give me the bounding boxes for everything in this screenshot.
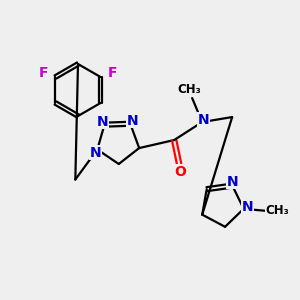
Text: CH₃: CH₃ (266, 204, 290, 217)
Text: F: F (108, 66, 117, 80)
Text: F: F (39, 66, 48, 80)
Text: N: N (127, 114, 138, 128)
Text: N: N (97, 115, 108, 129)
Text: O: O (174, 165, 186, 179)
Text: N: N (89, 146, 101, 160)
Text: N: N (197, 113, 209, 127)
Text: N: N (226, 175, 238, 189)
Text: N: N (242, 200, 254, 214)
Text: CH₃: CH₃ (177, 82, 201, 96)
